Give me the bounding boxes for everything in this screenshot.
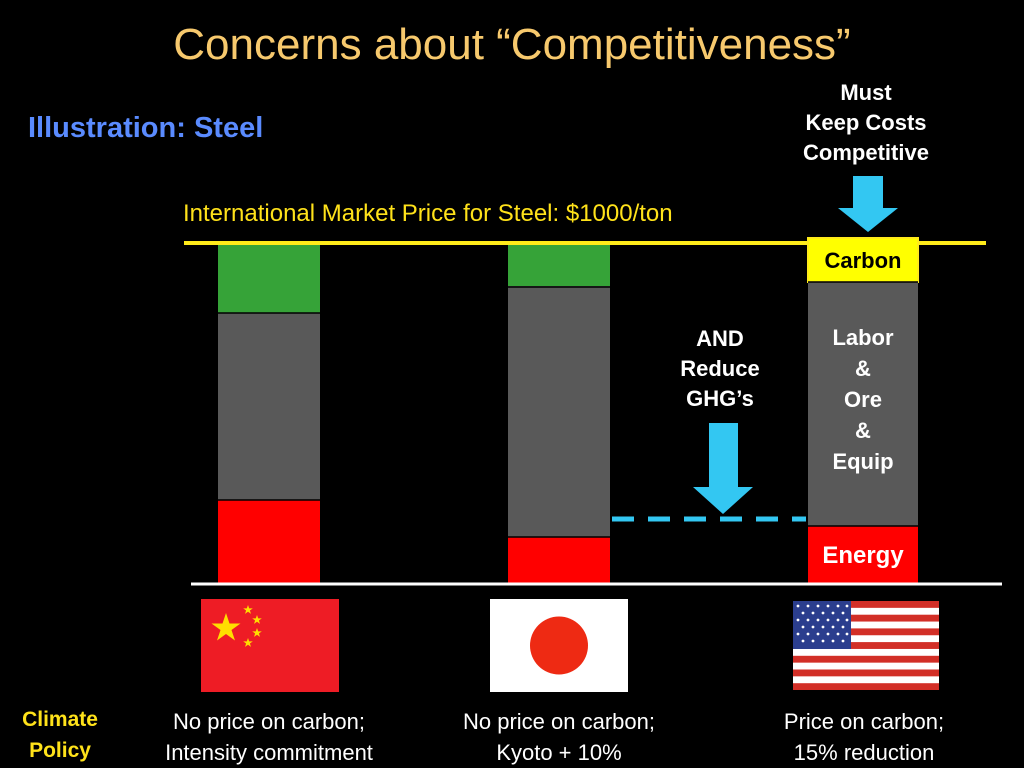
china-flag: [201, 599, 339, 692]
callout-reduce-line: Reduce: [680, 356, 760, 381]
caption-line: Kyoto + 10%: [496, 740, 622, 765]
japan-flag: [490, 599, 628, 692]
china-labor-segment: [218, 313, 320, 500]
climate-policy-label: Climate Policy: [4, 704, 116, 766]
japan-energy-segment: [508, 537, 610, 583]
usa-labor-segment: [808, 282, 918, 526]
callout-must-line: Competitive: [803, 140, 929, 165]
climate-policy-line: Policy: [29, 739, 91, 762]
callout-reduce-line: GHG’s: [686, 386, 754, 411]
callout-must: Must Keep Costs Competitive: [780, 78, 952, 168]
caption-line: Intensity commitment: [165, 740, 373, 765]
china-energy-segment: [218, 500, 320, 583]
caption-line: 15% reduction: [793, 740, 935, 765]
labor-label-line: Labor: [832, 325, 894, 350]
callout-must-line: Must: [840, 80, 892, 105]
subtitle: Illustration: Steel: [28, 112, 264, 144]
usa-flag: [793, 601, 939, 690]
japan-labor-segment: [508, 286, 610, 537]
carbon-label: Carbon: [824, 248, 902, 273]
down-arrow-icon: [838, 176, 898, 232]
labor-ore-equip-label: Labor & Ore & Equip: [808, 322, 918, 477]
caption-line: No price on carbon;: [173, 709, 365, 734]
china-caption: No price on carbon; Intensity commitment: [139, 706, 399, 768]
callout-must-line: Keep Costs: [805, 110, 927, 135]
japan-margin-segment: [508, 245, 610, 286]
caption-line: Price on carbon;: [783, 709, 945, 734]
labor-label-line: Ore: [844, 387, 882, 412]
labor-label-line: &: [855, 418, 871, 443]
caption-line: No price on carbon;: [463, 709, 655, 734]
climate-policy-line: Climate: [22, 708, 98, 731]
down-arrow-icon: [693, 423, 753, 514]
callout-reduce-line: AND: [696, 326, 744, 351]
page-title: Concerns about “Competitiveness”: [173, 20, 851, 69]
labor-label-line: Equip: [832, 449, 894, 474]
labor-label-line: &: [855, 356, 871, 381]
china-margin-segment: [218, 245, 320, 313]
usa-energy-segment: [808, 526, 918, 583]
energy-label: Energy: [822, 542, 904, 569]
market-price-label: International Market Price for Steel: $1…: [183, 200, 673, 227]
usa-carbon-segment: [807, 237, 919, 283]
callout-reduce: AND Reduce GHG’s: [660, 324, 780, 414]
usa-caption: Price on carbon; 15% reduction: [734, 706, 994, 768]
japan-caption: No price on carbon; Kyoto + 10%: [429, 706, 689, 768]
